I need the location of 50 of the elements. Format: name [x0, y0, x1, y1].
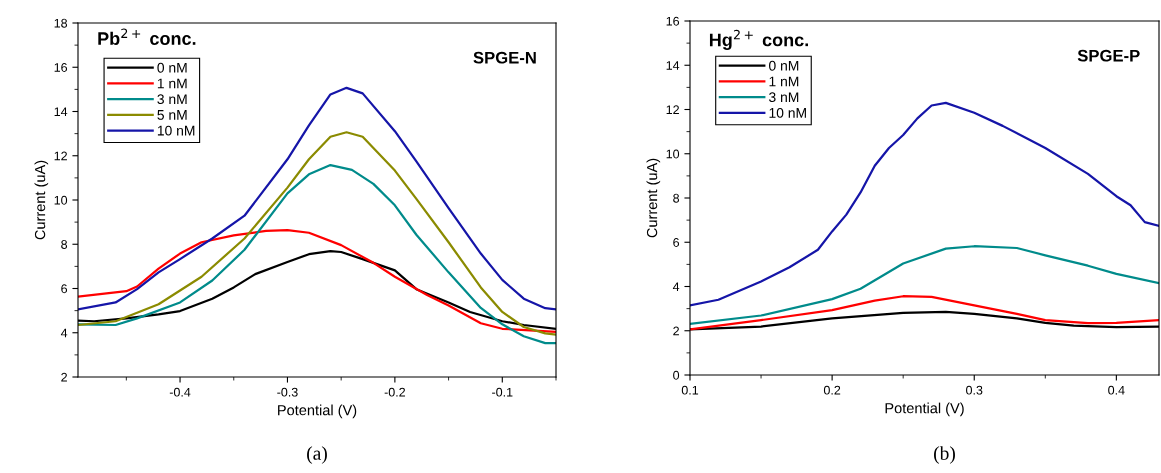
y-tick-label: 2	[61, 372, 67, 382]
legend-label: 3 nM	[157, 94, 187, 105]
y-axis-title: Current (uA)	[34, 160, 49, 240]
y-tick-label: 4	[672, 282, 680, 292]
x-tick-label: -0.2	[384, 387, 406, 397]
x-axis-title: Potential (V)	[278, 404, 357, 419]
y-tick-label: 10	[54, 195, 68, 205]
x-tick-label: -0.1	[492, 387, 513, 397]
text: (b)	[934, 446, 955, 464]
legend-title: Hg$^{2+}$ conc.	[709, 29, 808, 50]
y-tick-label: 6	[61, 284, 68, 294]
y-axis-title: Current (uA)	[646, 158, 661, 238]
y-tick-label: 14	[666, 61, 680, 70]
x-tick-label: 0.4	[1108, 385, 1125, 395]
x-tick-label: 0.2	[823, 385, 841, 395]
y-tick-label: 12	[666, 105, 679, 115]
legend-label: 0 nM	[157, 62, 187, 73]
legend-label: 3 nM	[769, 92, 799, 103]
text: (a)	[307, 446, 327, 464]
legend-title: Pb$^{2+}$ conc.	[98, 28, 196, 45]
legend-label: 0 nM	[769, 60, 799, 71]
y-tick-label: 8	[673, 193, 680, 203]
legend-label: 10 nM	[157, 125, 195, 136]
y-tick-label: 0	[673, 370, 680, 380]
y-tick-label: 4	[60, 328, 68, 338]
line-series	[690, 245, 1159, 325]
annotation: SPGE-N	[473, 51, 536, 64]
line-series	[78, 163, 556, 345]
y-tick-label: 10	[666, 149, 680, 159]
x-tick-label: -0.4	[169, 387, 191, 397]
y-tick-label: 14	[54, 107, 68, 117]
x-tick-label: 0.1	[681, 385, 699, 395]
x-tick-label: 0.3	[966, 385, 983, 395]
y-tick-label: 2	[673, 326, 679, 336]
legend-label: 10 nM	[769, 107, 806, 118]
x-axis-title: Potential (V)	[885, 402, 964, 417]
legend-label: 1 nM	[157, 78, 187, 89]
line-series	[690, 295, 1159, 331]
annotation: SPGE-P	[1077, 49, 1140, 62]
line-series	[690, 101, 1159, 307]
y-tick-label: 16	[54, 63, 68, 72]
y-tick-label: 18	[54, 18, 68, 28]
x-tick-label: -0.3	[277, 387, 298, 397]
legend-label: 5 nM	[157, 110, 187, 120]
y-tick-label: 6	[673, 238, 680, 247]
line-series	[78, 228, 556, 333]
y-tick-label: 16	[666, 16, 680, 26]
y-tick-label: 8	[61, 240, 68, 249]
legend-label: 1 nM	[769, 76, 799, 87]
y-tick-label: 12	[54, 151, 67, 161]
